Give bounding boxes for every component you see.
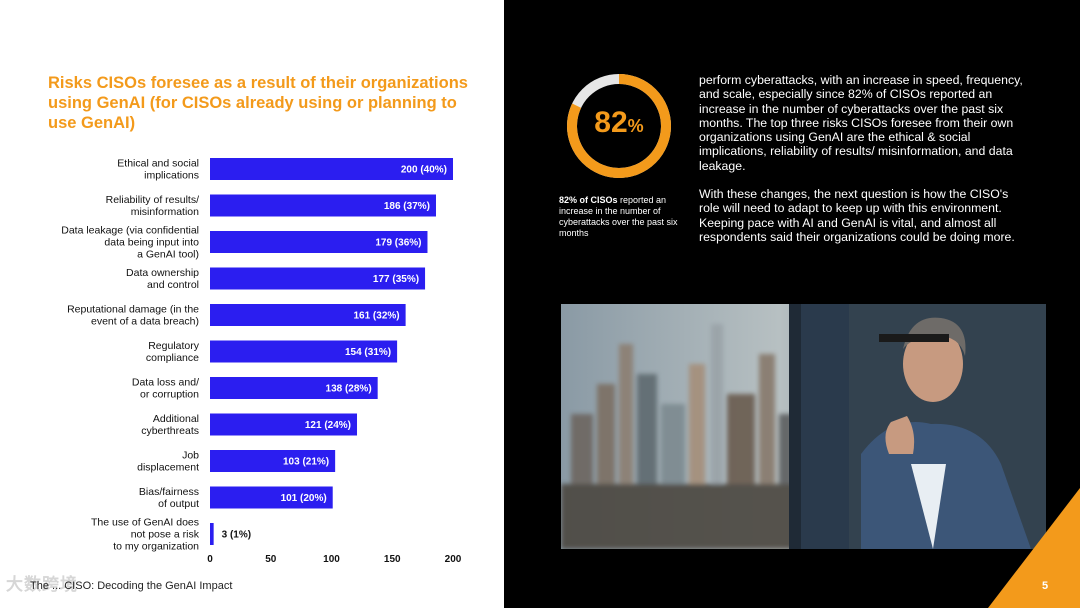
donut-82-percent	[567, 74, 671, 178]
watermark: 大数跨境	[6, 575, 78, 594]
bar-value-label-10: 3 (1%)	[222, 530, 251, 541]
bar-value-label-4: 161 (32%)	[353, 311, 399, 322]
category-label-5: Regulatory compliance	[146, 340, 200, 364]
bar-3	[210, 267, 426, 290]
bar-5	[210, 340, 398, 363]
page-number: 5	[1042, 580, 1049, 592]
footer-text: The ... CISO: Decoding the GenAI Impact	[30, 580, 233, 592]
bar-1	[210, 194, 436, 217]
bar-value-label-9: 101 (20%)	[281, 493, 327, 504]
bar-4	[210, 304, 406, 326]
bar-value-label-0: 200 (40%)	[401, 165, 447, 176]
body-text: perform cyberattacks, with an increase i…	[699, 73, 1029, 258]
body-paragraph-2: With these changes, the next question is…	[699, 187, 1015, 244]
bar-8	[210, 450, 336, 472]
bar-10	[210, 523, 214, 545]
category-label-1: Reliability of results/misinformation	[106, 194, 200, 218]
stat-caption: 82% of CISOs reported an increase in the…	[559, 195, 678, 238]
x-tick-label-2: 100	[323, 554, 340, 565]
donut-value: 82%	[594, 106, 644, 139]
category-label-3: Data ownership and control	[126, 267, 199, 291]
bar-value-label-8: 103 (21%)	[283, 457, 329, 468]
x-tick-label-0: 0	[207, 554, 213, 565]
category-label-7: Additional cyberthreats	[141, 413, 199, 437]
chart-title: Risks CISOs foresee as a result of their…	[48, 74, 468, 132]
category-label-4: Reputational damage (in the event of a da…	[67, 304, 199, 328]
x-tick-label-4: 200	[445, 554, 462, 565]
category-label-2: Data leakage (via confidential data being…	[61, 225, 199, 261]
donut-arc	[567, 74, 671, 178]
bar-2	[210, 231, 428, 253]
category-label-8: Job displacement	[137, 450, 199, 474]
bar-9	[210, 486, 333, 509]
orange-corner-accent	[988, 488, 1080, 608]
bar-7	[210, 413, 358, 436]
bar-0	[210, 158, 453, 180]
executive-photo	[561, 304, 1046, 549]
bar-value-label-5: 154 (31%)	[345, 347, 391, 358]
bar-value-label-2: 179 (36%)	[375, 238, 421, 249]
category-label-0: Ethical and social implications	[117, 158, 199, 182]
category-label-6: Data loss and/or corruption	[132, 377, 199, 401]
bar-value-label-3: 177 (35%)	[373, 274, 419, 285]
x-tick-label-3: 150	[384, 554, 401, 565]
body-paragraph-1: perform cyberattacks, with an increase i…	[699, 73, 1023, 173]
category-label-10: The use of GenAI does not pose a risk to m…	[91, 517, 200, 553]
category-label-9: Bias/fairness of output	[139, 486, 199, 510]
bar-value-label-7: 121 (24%)	[305, 420, 351, 431]
x-tick-label-1: 50	[265, 554, 277, 565]
bar-value-label-6: 138 (28%)	[326, 384, 372, 395]
bar-6	[210, 377, 378, 399]
bar-value-label-1: 186 (37%)	[384, 201, 430, 212]
risk-bar-chart: 200 (40%) Ethical and social implications 1…	[61, 158, 462, 566]
